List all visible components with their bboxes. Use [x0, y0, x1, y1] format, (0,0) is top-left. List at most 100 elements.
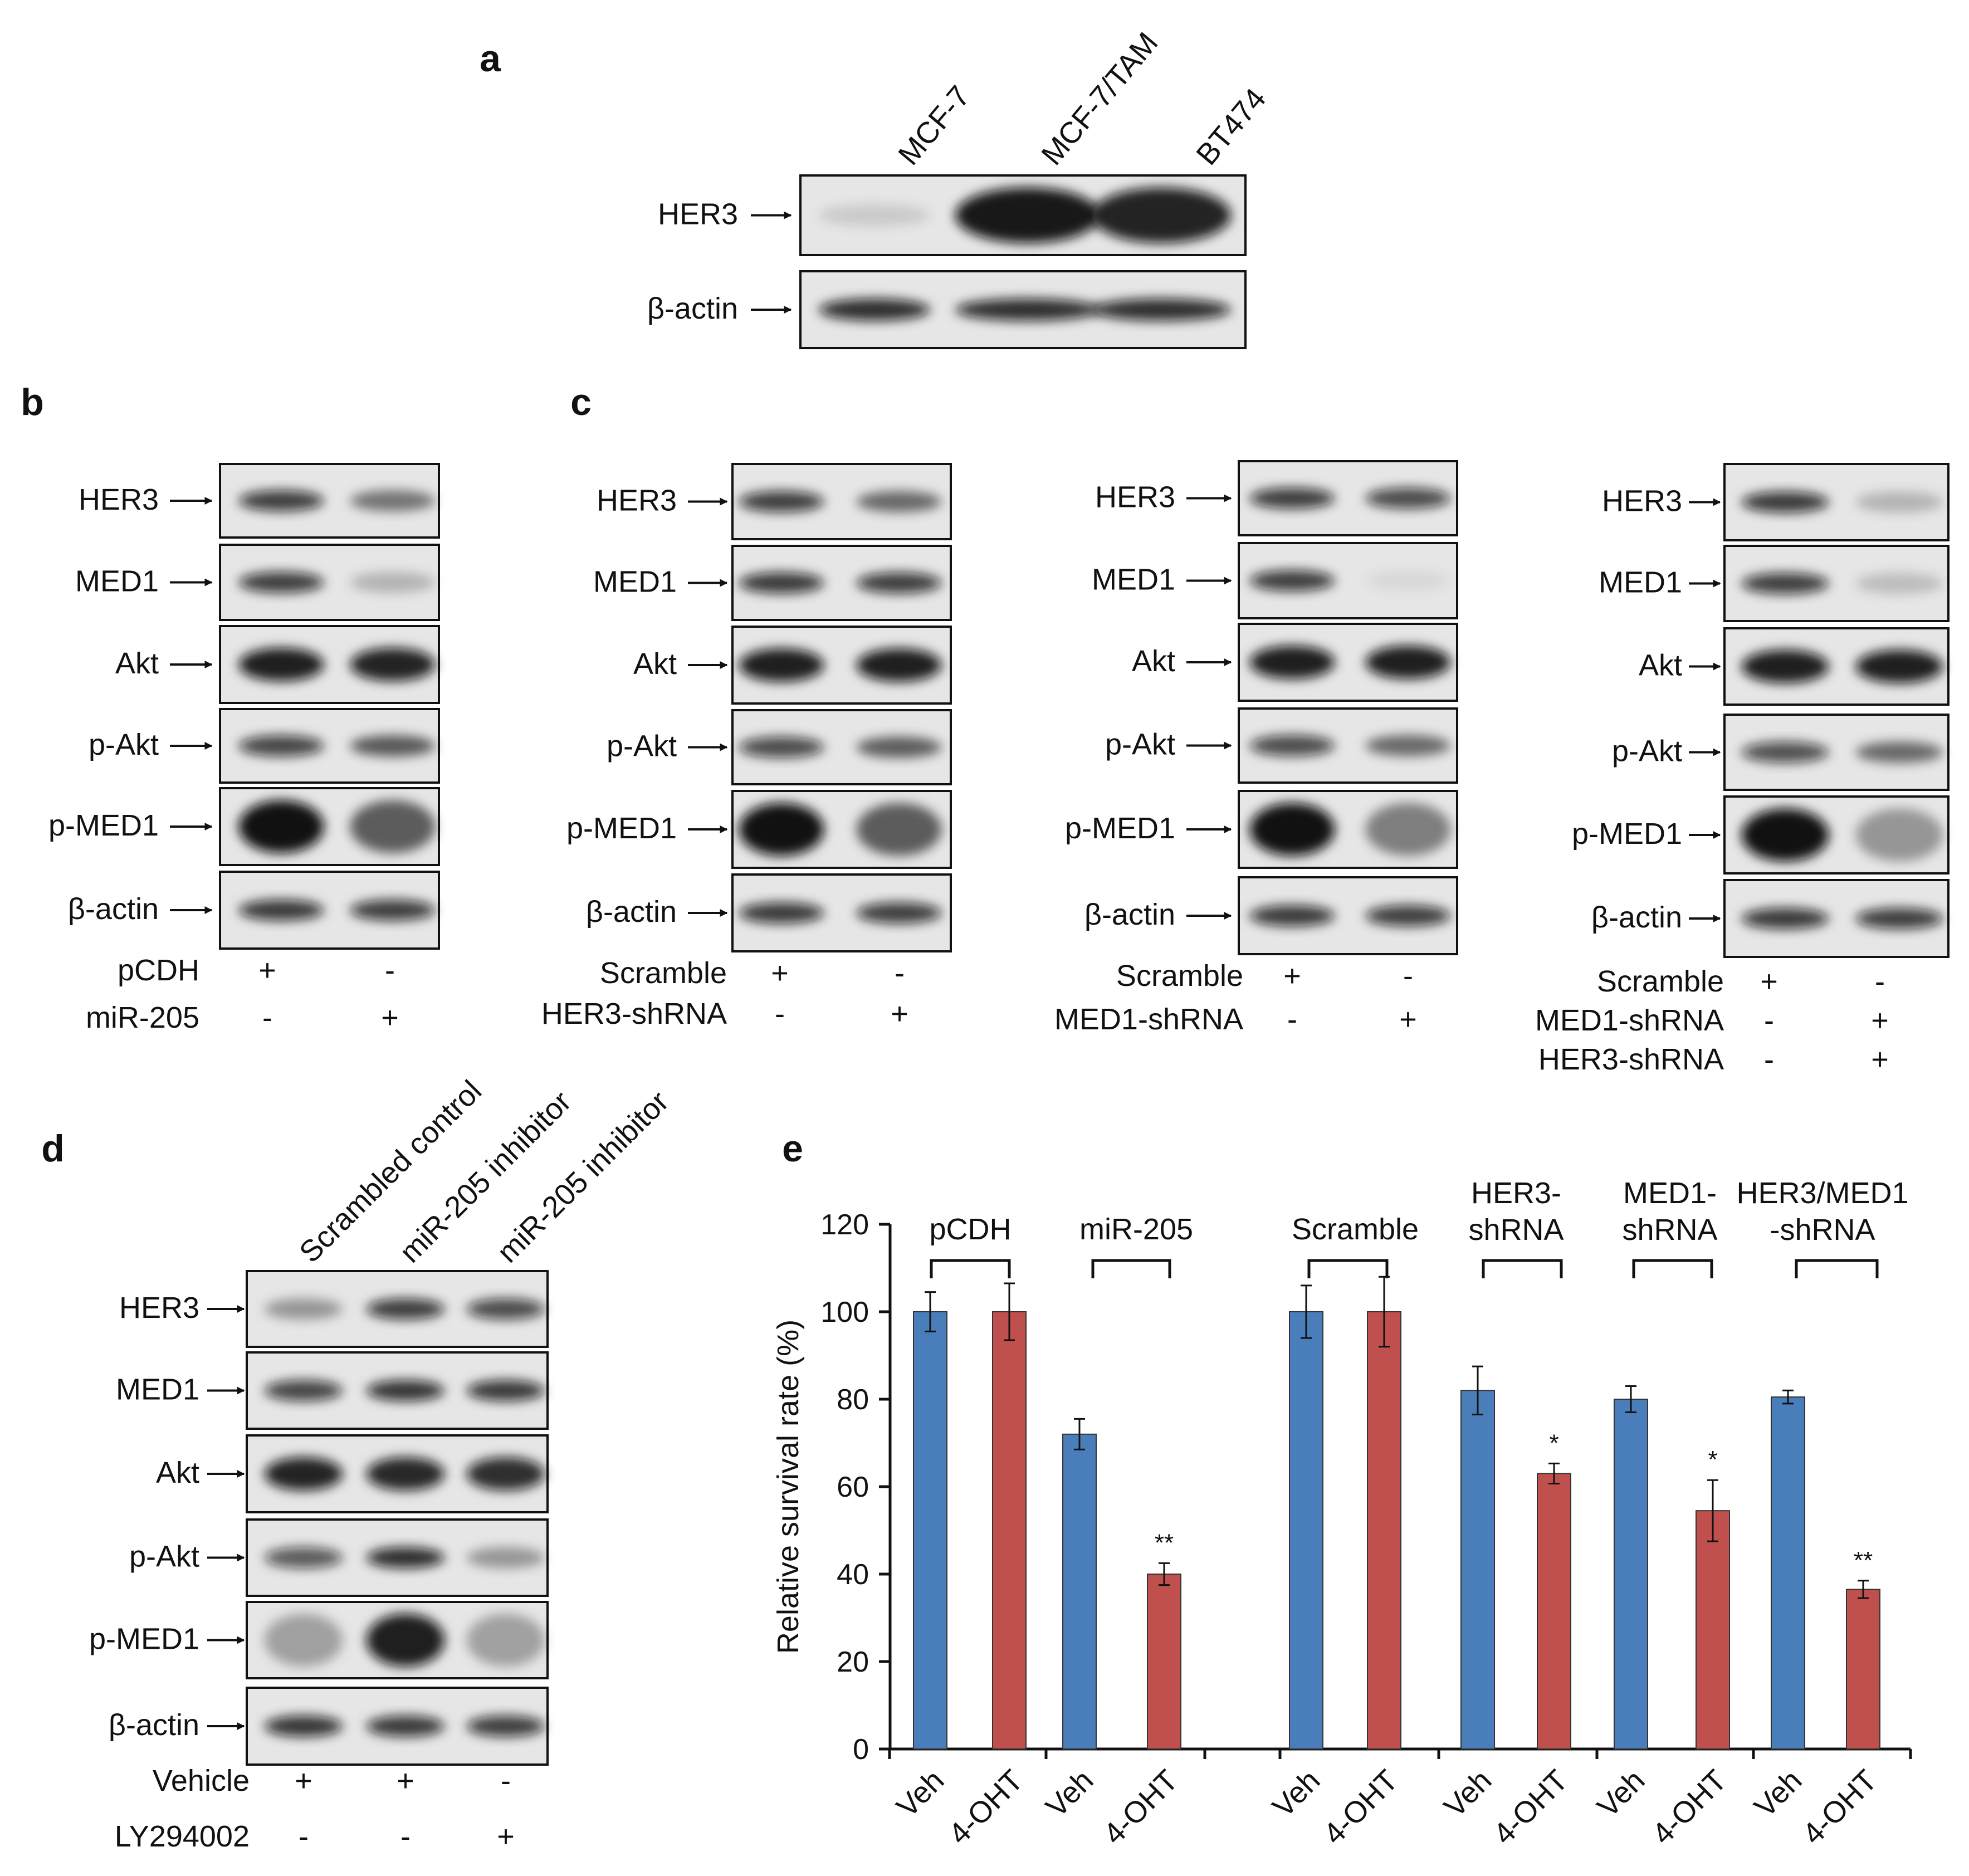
x-tick-label-9: 4-OHT — [1646, 1763, 1733, 1851]
group-label-0: pCDH — [929, 1213, 1011, 1246]
row-label-b-0: HER3 — [79, 483, 159, 516]
bar-11 — [1846, 1589, 1880, 1750]
x-tick-label-3: 4-OHT — [1097, 1763, 1185, 1851]
condition-sign-c1-0-0: + — [771, 956, 789, 990]
condition-label-c3-1: MED1-shRNA — [1535, 1004, 1724, 1037]
lane-label-d-0: Scrambled control — [293, 1074, 488, 1269]
band-d-row4-lane1 — [366, 1614, 445, 1667]
condition-label-b-0: pCDH — [118, 954, 199, 987]
lane-label-d-1: miR-205 inhibitor — [393, 1084, 578, 1269]
panel-c3: HER3 MED1 Akt p-Akt p-MED1 β-actin Scramble + - M… — [1535, 463, 1950, 1076]
western-blots: a MCF-7 MCF-7/TAM BT474 HER3 β-actin b HER3 MED1… — [21, 26, 1950, 1853]
condition-sign-d-1-0: - — [299, 1820, 309, 1853]
condition-label-d-1: LY294002 — [115, 1820, 250, 1853]
band-d-row4-lane0 — [264, 1614, 343, 1667]
row-label-d-0: HER3 — [119, 1291, 199, 1325]
band-c3-row3-lane0 — [1741, 741, 1829, 763]
band-c1-row5-lane1 — [856, 902, 942, 924]
band-c2-row5-lane0 — [1249, 905, 1335, 926]
band-b-row5-lane0 — [238, 900, 324, 921]
band-b-row1-lane0 — [238, 571, 324, 593]
row-label-c2-2: Akt — [1132, 644, 1175, 678]
panel-letter-c1: c — [570, 381, 592, 423]
group-label-5: HER3/MED1 -shRNA — [1736, 1176, 1908, 1247]
condition-sign-c3-1-1: + — [1871, 1004, 1889, 1037]
band-c2-row4-lane1 — [1365, 803, 1451, 856]
x-tick-label-0: Veh — [890, 1763, 950, 1824]
band-a-row1-lane2 — [1092, 299, 1231, 321]
band-c3-row4-lane0 — [1741, 808, 1829, 862]
band-c3-row2-lane0 — [1741, 649, 1829, 683]
band-c3-row5-lane0 — [1741, 908, 1829, 929]
row-label-c2-4: p-MED1 — [1065, 812, 1175, 845]
band-c1-row0-lane0 — [739, 491, 824, 512]
band-d-row4-lane2 — [466, 1614, 545, 1667]
condition-label-d-0: Vehicle — [153, 1764, 250, 1797]
group-bracket-3 — [1482, 1259, 1563, 1278]
band-c1-row3-lane0 — [739, 736, 824, 758]
panel-letter-a: a — [480, 37, 501, 80]
x-tick-label-8: Veh — [1591, 1763, 1651, 1824]
band-d-row5-lane1 — [366, 1716, 445, 1737]
row-label-d-5: β-actin — [109, 1708, 199, 1742]
y-tick-label-3: 60 — [837, 1471, 869, 1503]
group-label-2: Scramble — [1292, 1213, 1419, 1246]
x-tick-label-11: 4-OHT — [1796, 1763, 1884, 1851]
band-c2-row4-lane0 — [1249, 803, 1335, 856]
condition-label-c2-0: Scramble — [1116, 959, 1243, 993]
y-tick-label-5: 100 — [820, 1296, 869, 1328]
band-d-row5-lane2 — [466, 1716, 545, 1737]
condition-sign-c1-1-1: + — [891, 997, 908, 1030]
y-tick-label-0: 0 — [853, 1733, 869, 1766]
row-label-c2-1: MED1 — [1092, 563, 1175, 597]
band-b-row4-lane1 — [350, 800, 436, 853]
y-axis-label: Relative survival rate (%) — [771, 1320, 805, 1654]
band-d-row3-lane0 — [264, 1547, 343, 1569]
condition-sign-d-0-2: - — [501, 1764, 511, 1797]
x-tick-label-10: Veh — [1748, 1763, 1808, 1824]
row-label-b-3: p-Akt — [89, 728, 159, 761]
y-tick-label-1: 20 — [837, 1646, 869, 1678]
significance-7: * — [1549, 1429, 1558, 1457]
group-bracket-2 — [1307, 1259, 1389, 1278]
significance-3: ** — [1155, 1529, 1174, 1556]
condition-sign-d-1-1: - — [400, 1820, 411, 1853]
band-c1-row2-lane0 — [739, 648, 824, 682]
band-a-row1-lane1 — [955, 299, 1100, 321]
band-c2-row3-lane1 — [1365, 735, 1451, 756]
band-b-row3-lane1 — [350, 735, 436, 756]
y-tick-label-2: 40 — [837, 1559, 869, 1591]
condition-label-c1-1: HER3-shRNA — [541, 997, 727, 1030]
band-b-row5-lane1 — [350, 900, 436, 921]
band-c1-row4-lane0 — [739, 803, 824, 856]
condition-sign-c2-0-1: - — [1403, 959, 1413, 993]
band-d-row0-lane0 — [264, 1298, 343, 1320]
band-c1-row3-lane1 — [856, 736, 942, 758]
band-c1-row2-lane1 — [856, 648, 942, 682]
bar-1 — [992, 1311, 1027, 1750]
band-d-row5-lane0 — [264, 1716, 343, 1737]
significance-9: * — [1708, 1446, 1717, 1473]
row-label-d-4: p-MED1 — [89, 1623, 199, 1656]
significance-11: ** — [1854, 1547, 1873, 1574]
condition-sign-c3-2-1: + — [1871, 1043, 1889, 1076]
y-tick-label-4: 80 — [837, 1384, 869, 1416]
band-c2-row2-lane1 — [1365, 646, 1451, 679]
row-label-c1-1: MED1 — [593, 565, 677, 599]
band-c1-row4-lane1 — [856, 803, 942, 856]
panel-letter-b: b — [21, 381, 44, 423]
group-bracket-5 — [1795, 1259, 1879, 1278]
band-b-row3-lane0 — [238, 735, 324, 756]
band-d-row1-lane1 — [366, 1380, 445, 1401]
condition-sign-b-0-1: - — [385, 954, 395, 987]
row-label-d-1: MED1 — [116, 1373, 199, 1406]
band-b-row2-lane0 — [238, 648, 324, 681]
row-label-c3-4: p-MED1 — [1572, 817, 1682, 851]
condition-sign-c1-0-1: - — [895, 956, 905, 990]
band-d-row3-lane2 — [466, 1547, 545, 1569]
condition-label-c3-0: Scramble — [1597, 965, 1724, 998]
row-label-c1-4: p-MED1 — [566, 812, 677, 845]
x-tick-label-2: Veh — [1039, 1763, 1100, 1824]
band-d-row2-lane1 — [366, 1457, 445, 1491]
band-c1-row0-lane1 — [856, 491, 942, 512]
